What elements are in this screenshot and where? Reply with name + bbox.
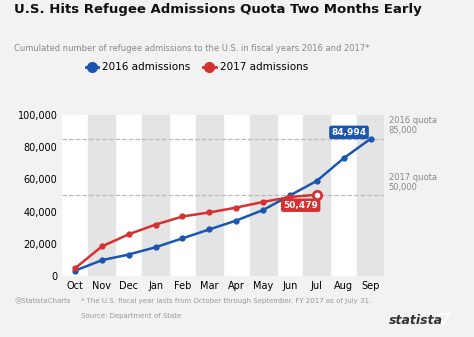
Bar bbox=[357, 115, 384, 276]
Text: 84,994: 84,994 bbox=[331, 128, 366, 137]
Bar bbox=[250, 115, 276, 276]
Text: U.S. Hits Refugee Admissions Quota Two Months Early: U.S. Hits Refugee Admissions Quota Two M… bbox=[14, 3, 422, 17]
Text: statista: statista bbox=[389, 314, 443, 327]
Text: 2017 quota
50,000: 2017 quota 50,000 bbox=[389, 173, 437, 192]
Text: * The U.S. fiscal year lasts from October through September. FY 2017 as of July : * The U.S. fiscal year lasts from Octobe… bbox=[81, 298, 371, 304]
Legend: 2016 admissions, 2017 admissions: 2016 admissions, 2017 admissions bbox=[82, 58, 312, 76]
Bar bbox=[142, 115, 169, 276]
Text: Cumulated number of refugee admissions to the U.S. in fiscal years 2016 and 2017: Cumulated number of refugee admissions t… bbox=[14, 44, 370, 53]
Text: @StatistaCharts: @StatistaCharts bbox=[14, 298, 71, 305]
Bar bbox=[196, 115, 223, 276]
Bar bbox=[89, 115, 115, 276]
Text: Source: Department of State: Source: Department of State bbox=[81, 313, 181, 319]
Bar bbox=[303, 115, 330, 276]
Text: 2016 quota
85,000: 2016 quota 85,000 bbox=[389, 116, 437, 135]
Text: 50,479: 50,479 bbox=[283, 201, 318, 210]
